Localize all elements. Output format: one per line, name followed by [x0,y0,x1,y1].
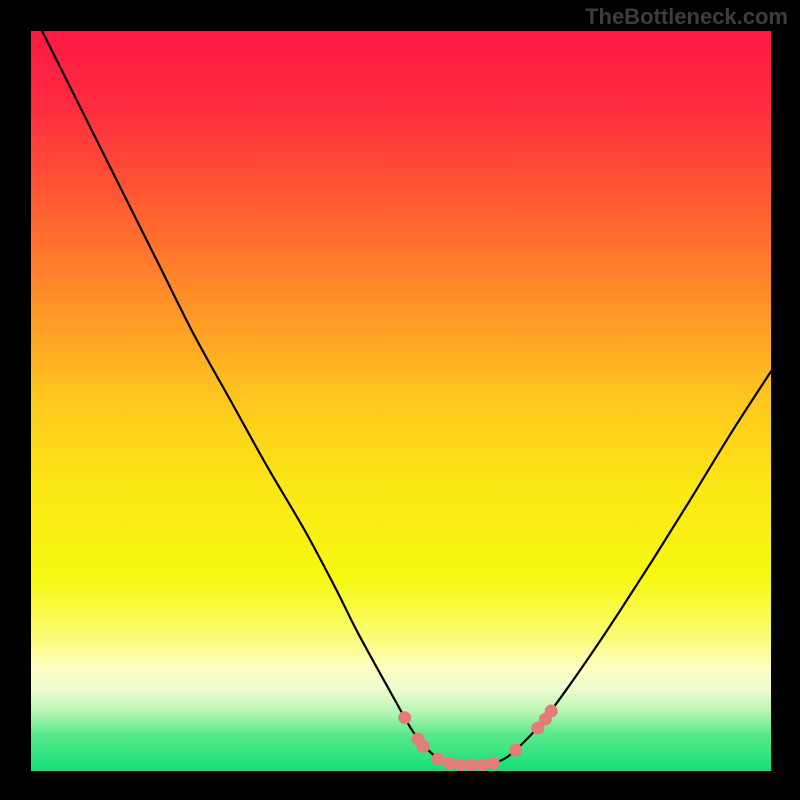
watermark-text: TheBottleneck.com [585,4,788,30]
marker-dot [432,753,445,766]
marker-dot [465,759,478,771]
marker-dot [398,711,411,724]
marker-dot [545,705,558,718]
chart-svg [31,31,771,771]
marker-dot [443,757,456,770]
marker-dot [509,744,522,757]
chart-background [31,31,771,771]
marker-dot [454,759,467,771]
marker-dot [417,740,430,753]
bottleneck-chart [31,31,771,771]
marker-dot [487,757,500,770]
marker-dot [476,759,489,771]
